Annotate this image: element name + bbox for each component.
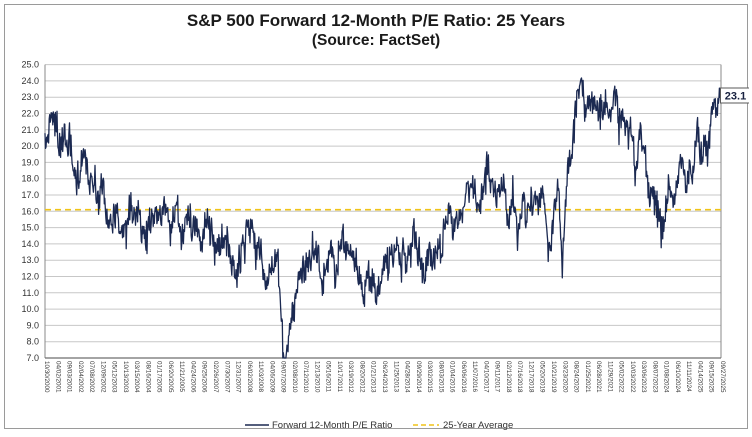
svg-text:12.0: 12.0 (21, 272, 39, 282)
svg-text:12/13/2010: 12/13/2010 (313, 361, 320, 393)
svg-text:05/02/2022: 05/02/2022 (618, 361, 625, 393)
svg-text:13.0: 13.0 (21, 255, 39, 265)
svg-text:09/25/2006: 09/25/2006 (201, 361, 208, 393)
svg-text:02/08/2010: 02/08/2010 (291, 361, 298, 393)
svg-text:11/25/2013: 11/25/2013 (392, 361, 399, 393)
svg-text:09/03/2001: 09/03/2001 (66, 361, 73, 393)
svg-text:06/28/2021: 06/28/2021 (595, 361, 602, 393)
svg-text:07/16/2018: 07/16/2018 (516, 361, 523, 393)
svg-text:04/06/2009: 04/06/2009 (268, 361, 275, 393)
svg-text:01/25/2021: 01/25/2021 (584, 361, 591, 393)
svg-text:14.0: 14.0 (21, 239, 39, 249)
svg-text:07/08/2002: 07/08/2002 (88, 361, 95, 393)
svg-text:09/29/2014: 09/29/2014 (415, 361, 422, 393)
svg-text:08/24/2020: 08/24/2020 (573, 361, 580, 393)
svg-text:09/11/2017: 09/11/2017 (494, 361, 501, 393)
svg-text:03/15/2004: 03/15/2004 (133, 361, 140, 393)
svg-text:09/15/2025: 09/15/2025 (708, 361, 715, 393)
svg-text:12/17/2018: 12/17/2018 (528, 361, 535, 393)
svg-text:08/03/2015: 08/03/2015 (437, 361, 444, 393)
svg-text:04/10/2017: 04/10/2017 (482, 361, 489, 393)
svg-text:10.0: 10.0 (21, 304, 39, 314)
svg-text:11/11/2024: 11/11/2024 (685, 361, 692, 392)
svg-text:05/20/2019: 05/20/2019 (539, 361, 546, 393)
svg-text:04/24/2006: 04/24/2006 (190, 361, 197, 393)
svg-text:15.0: 15.0 (21, 223, 39, 233)
svg-text:10/03/2022: 10/03/2022 (629, 361, 636, 393)
svg-text:09/07/2009: 09/07/2009 (280, 361, 287, 393)
svg-text:06/10/2024: 06/10/2024 (674, 361, 681, 393)
svg-text:01/08/2024: 01/08/2024 (663, 361, 670, 393)
svg-text:02/04/2002: 02/04/2002 (77, 361, 84, 393)
svg-text:9.0: 9.0 (26, 320, 39, 330)
svg-text:01/21/2013: 01/21/2013 (370, 361, 377, 393)
svg-text:04/28/2014: 04/28/2014 (404, 361, 411, 393)
svg-text:10/21/2019: 10/21/2019 (550, 361, 557, 393)
svg-text:22.0: 22.0 (21, 109, 39, 119)
svg-text:03/06/2023: 03/06/2023 (640, 361, 647, 393)
svg-text:24.0: 24.0 (21, 76, 39, 86)
svg-text:10/17/2011: 10/17/2011 (336, 361, 343, 393)
svg-text:18.0: 18.0 (21, 174, 39, 184)
svg-text:06/24/2013: 06/24/2013 (381, 361, 388, 393)
svg-text:07/12/2010: 07/12/2010 (302, 361, 309, 393)
svg-text:02/26/2007: 02/26/2007 (212, 361, 219, 393)
svg-text:10/13/2003: 10/13/2003 (122, 361, 129, 393)
svg-text:08/20/2012: 08/20/2012 (359, 361, 366, 393)
svg-text:05/12/2003: 05/12/2003 (111, 361, 118, 393)
svg-text:25.0: 25.0 (21, 60, 39, 70)
svg-text:12/09/2002: 12/09/2002 (99, 361, 106, 393)
svg-text:11/29/2021: 11/29/2021 (606, 361, 613, 393)
svg-text:11/07/2016: 11/07/2016 (471, 361, 478, 393)
svg-text:11.0: 11.0 (22, 288, 39, 298)
svg-text:12/31/2007: 12/31/2007 (235, 361, 242, 393)
svg-text:21.0: 21.0 (21, 125, 39, 135)
svg-text:01/17/2005: 01/17/2005 (156, 361, 163, 393)
svg-text:03/19/2012: 03/19/2012 (347, 361, 354, 393)
svg-text:05/16/2011: 05/16/2011 (325, 361, 332, 393)
svg-text:01/04/2016: 01/04/2016 (449, 361, 456, 393)
svg-text:04/14/2025: 04/14/2025 (697, 361, 704, 393)
svg-text:17.0: 17.0 (21, 190, 39, 200)
svg-text:06/02/2008: 06/02/2008 (246, 361, 253, 393)
svg-text:25-Year Average: 25-Year Average (443, 420, 513, 430)
svg-text:23.0: 23.0 (21, 92, 39, 102)
svg-text:11/03/2008: 11/03/2008 (257, 361, 264, 393)
svg-text:Forward 12-Month P/E Ratio: Forward 12-Month P/E Ratio (272, 420, 392, 430)
svg-text:08/16/2004: 08/16/2004 (144, 361, 151, 393)
svg-text:03/02/2015: 03/02/2015 (426, 361, 433, 393)
svg-text:03/23/2020: 03/23/2020 (561, 361, 568, 393)
svg-text:11/21/2005: 11/21/2005 (178, 361, 185, 393)
svg-text:19.0: 19.0 (21, 157, 39, 167)
svg-text:08/07/2023: 08/07/2023 (651, 361, 658, 393)
svg-text:10/30/2000: 10/30/2000 (43, 361, 50, 393)
svg-text:7.0: 7.0 (26, 353, 39, 363)
svg-text:04/02/2001: 04/02/2001 (54, 361, 61, 393)
svg-text:16.0: 16.0 (21, 206, 39, 216)
svg-text:8.0: 8.0 (26, 337, 39, 347)
svg-text:06/20/2005: 06/20/2005 (167, 361, 174, 393)
svg-text:06/06/2016: 06/06/2016 (460, 361, 467, 393)
svg-text:23.1: 23.1 (725, 91, 746, 103)
svg-text:07/30/2007: 07/30/2007 (223, 361, 230, 393)
svg-text:20.0: 20.0 (21, 141, 39, 151)
svg-text:09/27/2025: 09/27/2025 (719, 361, 726, 393)
svg-text:02/12/2018: 02/12/2018 (505, 361, 512, 393)
